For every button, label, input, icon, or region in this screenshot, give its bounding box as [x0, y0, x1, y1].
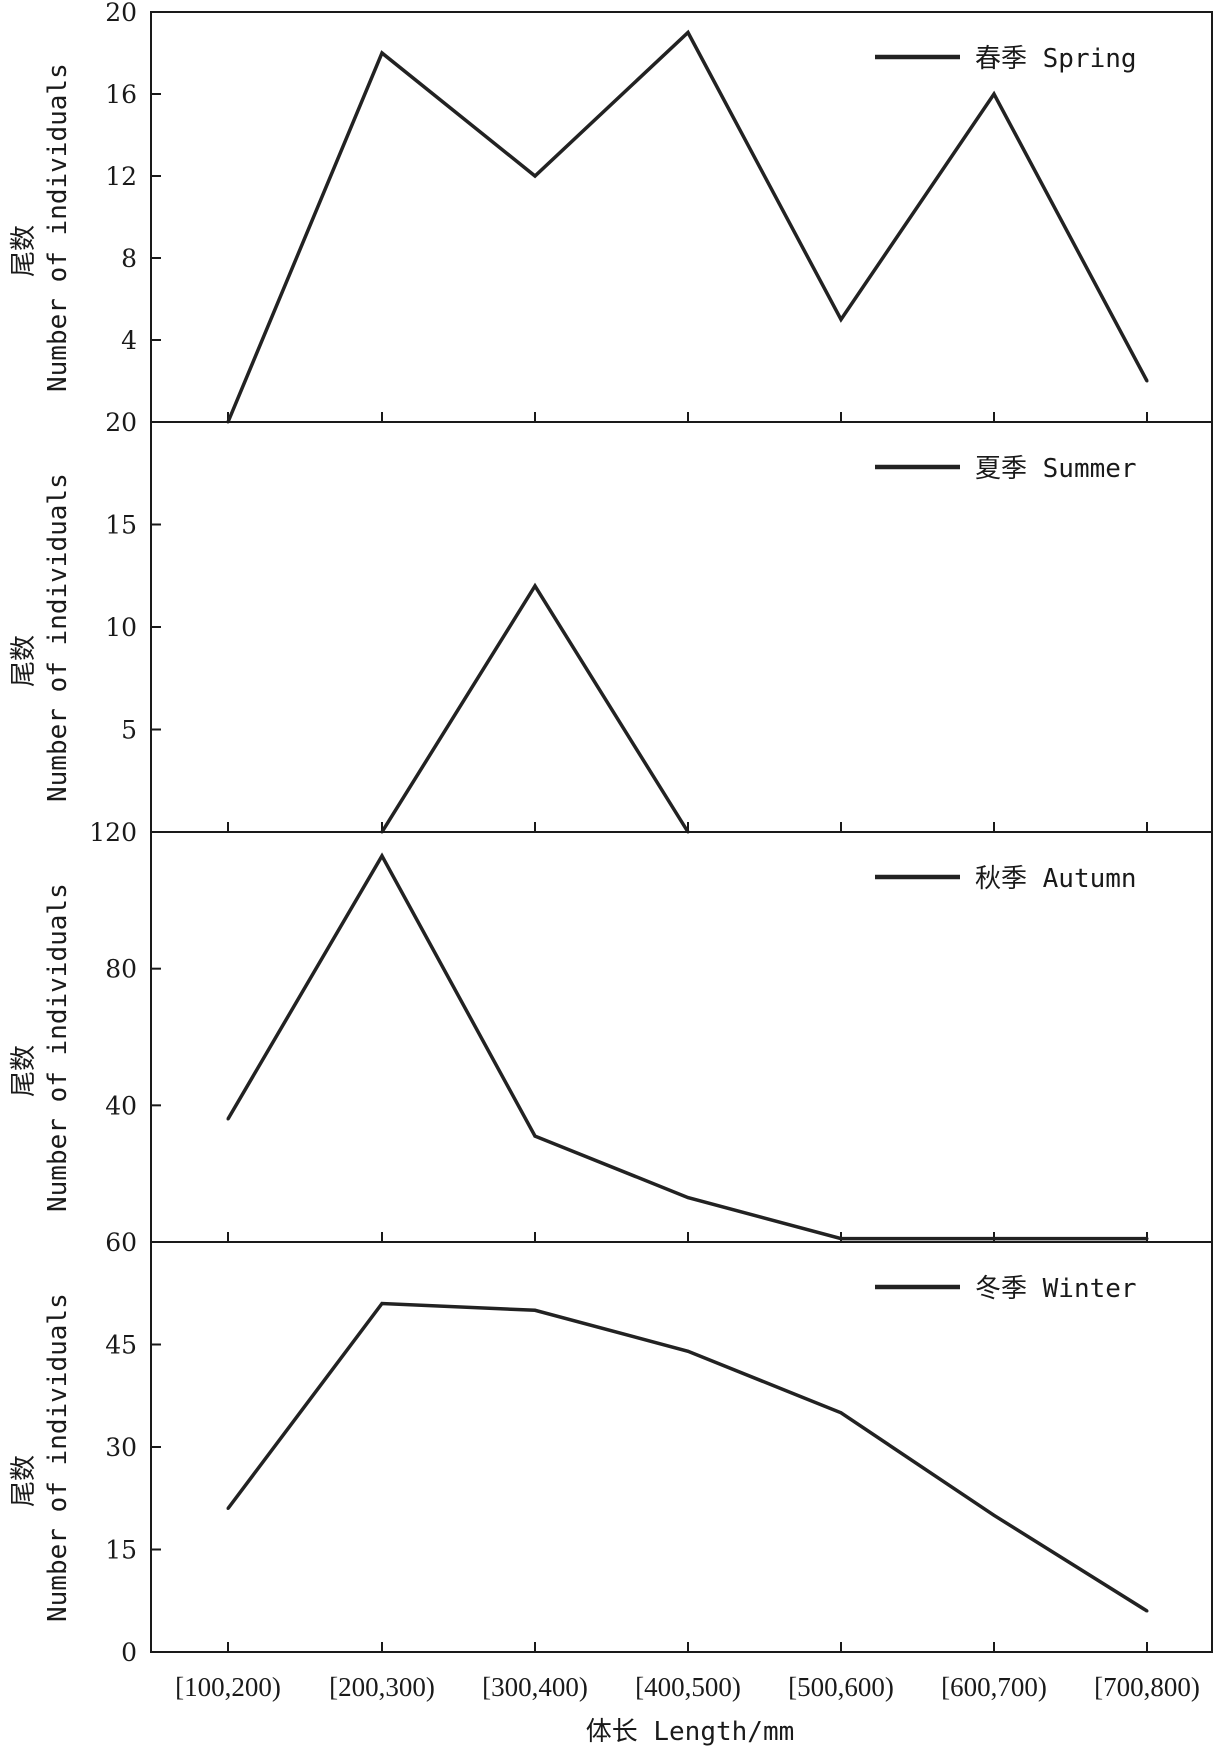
spring-y-tick-label: 20: [105, 0, 137, 27]
autumn-ylabel-en: Number of individuals: [43, 883, 73, 1212]
x-tick-label: [600,700): [941, 1672, 1047, 1702]
spring-data-point: [992, 92, 996, 96]
x-axis-title: 体长 Length/mm: [586, 1717, 795, 1747]
x-tick-label: [400,500): [635, 1672, 741, 1702]
autumn-data-point: [380, 854, 384, 858]
spring-y-tick-label: 8: [121, 244, 137, 273]
summer-series-line: [380, 582, 690, 833]
spring-data-point: [1145, 379, 1149, 383]
winter-y-tick-label: 30: [105, 1433, 137, 1462]
winter-data-point: [533, 1308, 537, 1312]
spring-y-tick-label: 16: [105, 80, 137, 109]
spring-y-tick-label: 12: [105, 162, 137, 191]
spring-data-point: [533, 174, 537, 178]
winter-y-tick-label: 45: [105, 1331, 137, 1360]
autumn-data-point: [533, 1134, 537, 1138]
autumn-y-tick-label: 80: [105, 955, 137, 984]
spring-y-tick-label: 20: [105, 408, 137, 437]
spring-ylabel-en: Number of individuals: [43, 63, 73, 392]
summer-data-point: [533, 584, 537, 588]
spring-ylabel-cn: 尾数: [9, 225, 39, 277]
spring-data-point: [686, 31, 690, 34]
summer-legend-label: 夏季 Summer: [975, 454, 1137, 484]
winter-data-point: [686, 1349, 690, 1353]
summer-ylabel-cn: 尾数: [9, 635, 39, 687]
winter-ylabel-en: Number of individuals: [43, 1293, 73, 1622]
x-tick-label: [500,600): [788, 1672, 894, 1702]
x-tick-label: [700,800): [1094, 1672, 1200, 1702]
autumn-data-point: [992, 1237, 996, 1241]
autumn-ylabel-cn: 尾数: [9, 1045, 39, 1097]
winter-y-tick-label: 0: [121, 1638, 137, 1667]
x-tick-label: [300,400): [482, 1672, 588, 1702]
spring-series-line: [226, 29, 1149, 423]
x-tick-label: [200,300): [329, 1672, 435, 1702]
winter-ylabel-cn: 尾数: [9, 1455, 39, 1507]
autumn-series-line: [226, 852, 1147, 1241]
spring-legend-label: 春季 Spring: [975, 44, 1137, 74]
autumn-data-point: [1145, 1237, 1149, 1241]
spring-data-point: [380, 51, 384, 55]
autumn-data-point: [839, 1237, 843, 1241]
winter-legend-label: 冬季 Winter: [975, 1274, 1137, 1304]
autumn-data-point: [226, 1117, 230, 1121]
winter-data-point: [992, 1513, 996, 1517]
autumn-y-tick-label: 60: [105, 1228, 137, 1257]
summer-y-tick-label: 120: [89, 818, 137, 847]
summer-y-tick-label: 15: [105, 511, 137, 540]
autumn-data-point: [686, 1196, 690, 1200]
x-tick-label: [100,200): [175, 1672, 281, 1702]
winter-data-point: [1145, 1609, 1149, 1613]
autumn-legend-label: 秋季 Autumn: [975, 864, 1137, 894]
winter-data-point: [839, 1411, 843, 1415]
spring-y-tick-label: 4: [121, 326, 137, 355]
winter-y-tick-label: 15: [105, 1536, 137, 1565]
summer-y-tick-label: 5: [121, 716, 137, 745]
autumn-y-tick-label: 40: [105, 1091, 137, 1120]
winter-data-point: [226, 1507, 230, 1510]
summer-y-tick-label: 10: [105, 613, 137, 642]
winter-data-point: [380, 1302, 384, 1305]
summer-ylabel-en: Number of individuals: [43, 473, 73, 802]
winter-series-line: [226, 1301, 1148, 1613]
spring-data-point: [839, 318, 843, 321]
